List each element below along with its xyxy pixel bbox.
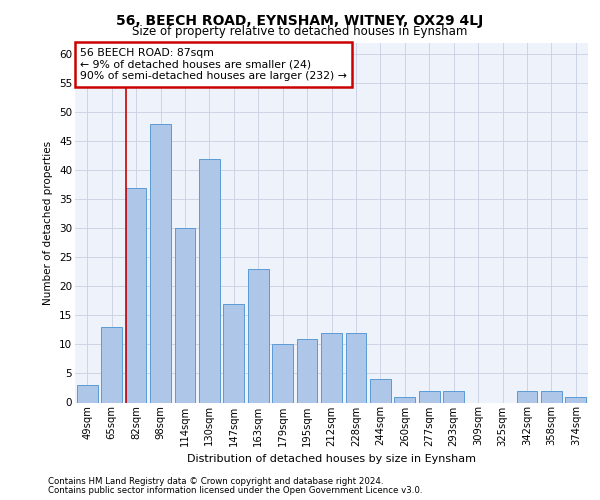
- Bar: [125, 188, 146, 402]
- Bar: [541, 391, 562, 402]
- Bar: [370, 380, 391, 402]
- Bar: [272, 344, 293, 403]
- Bar: [199, 158, 220, 402]
- Bar: [443, 391, 464, 402]
- Text: 56 BEECH ROAD: 87sqm
← 9% of detached houses are smaller (24)
90% of semi-detach: 56 BEECH ROAD: 87sqm ← 9% of detached ho…: [80, 48, 347, 81]
- X-axis label: Distribution of detached houses by size in Eynsham: Distribution of detached houses by size …: [187, 454, 476, 464]
- Bar: [175, 228, 196, 402]
- Text: 56, BEECH ROAD, EYNSHAM, WITNEY, OX29 4LJ: 56, BEECH ROAD, EYNSHAM, WITNEY, OX29 4L…: [116, 14, 484, 28]
- Text: Contains HM Land Registry data © Crown copyright and database right 2024.: Contains HM Land Registry data © Crown c…: [48, 477, 383, 486]
- Bar: [150, 124, 171, 402]
- Bar: [346, 333, 367, 402]
- Bar: [248, 269, 269, 402]
- Bar: [321, 333, 342, 402]
- Bar: [419, 391, 440, 402]
- Bar: [296, 338, 317, 402]
- Bar: [101, 327, 122, 402]
- Bar: [223, 304, 244, 402]
- Bar: [394, 396, 415, 402]
- Y-axis label: Number of detached properties: Number of detached properties: [43, 140, 53, 304]
- Text: Contains public sector information licensed under the Open Government Licence v3: Contains public sector information licen…: [48, 486, 422, 495]
- Text: Size of property relative to detached houses in Eynsham: Size of property relative to detached ho…: [133, 25, 467, 38]
- Bar: [517, 391, 538, 402]
- Bar: [565, 396, 586, 402]
- Bar: [77, 385, 98, 402]
